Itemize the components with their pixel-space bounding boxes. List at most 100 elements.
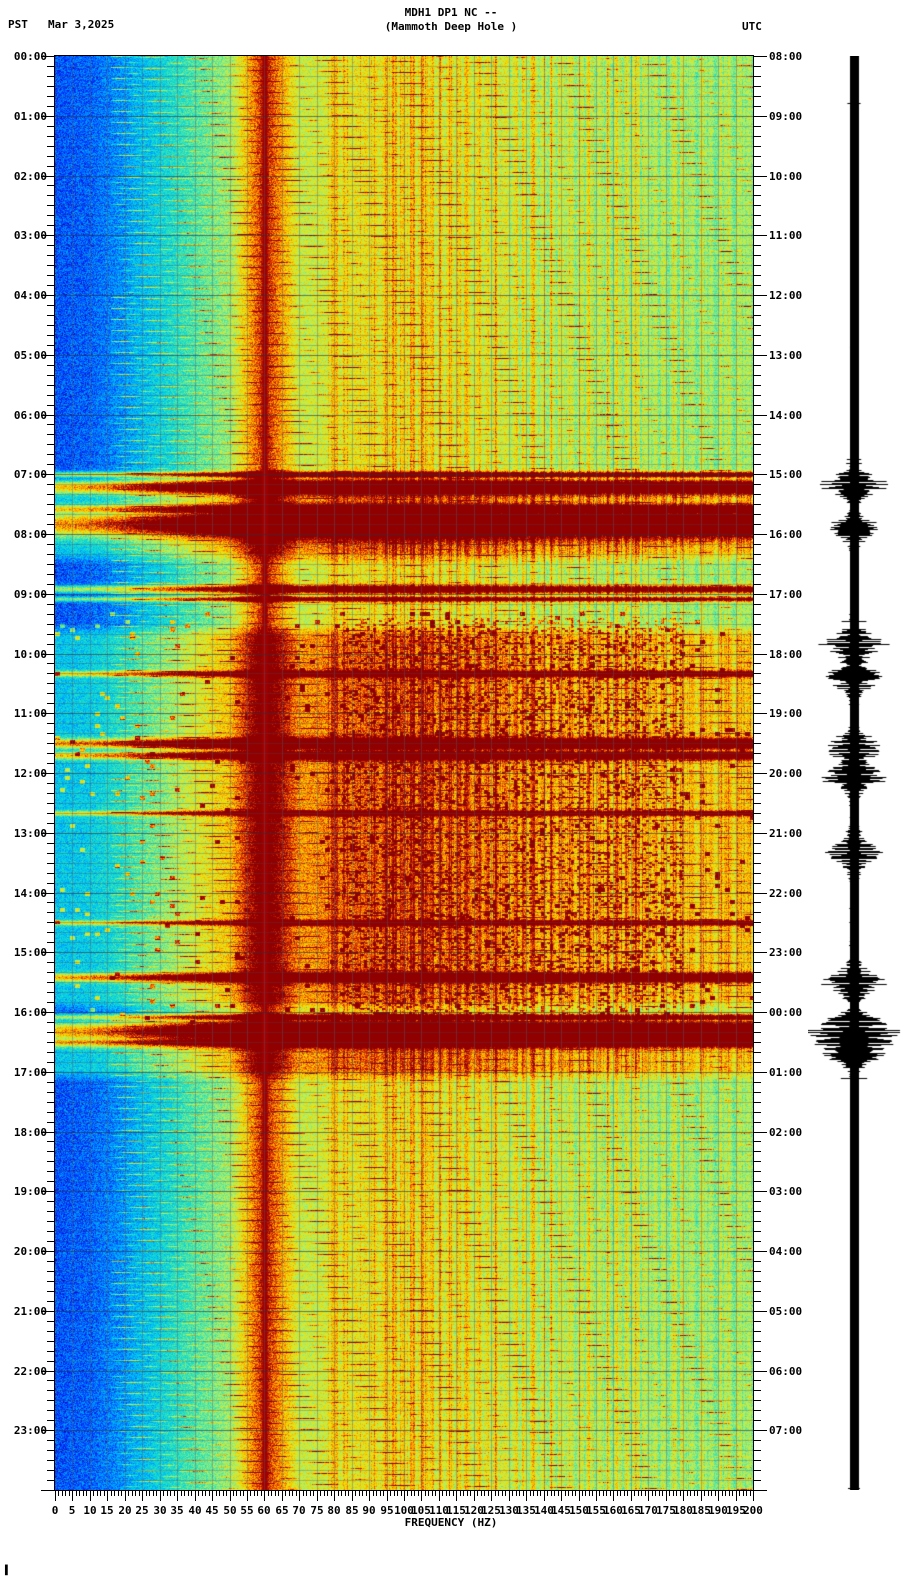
freq-minor-tick [750,1490,751,1496]
minor-tick [753,1440,761,1441]
freq-minor-tick [296,1490,297,1496]
seismogram-trace [808,56,902,1490]
minor-tick [47,315,55,316]
freq-major-tick [142,1490,143,1501]
freq-minor-tick [432,1490,433,1496]
freq-minor-tick [484,1490,485,1496]
freq-minor-tick [572,1490,573,1496]
freq-minor-tick [722,1490,723,1496]
freq-minor-tick [373,1490,374,1496]
spectrogram-plot[interactable] [55,56,753,1490]
freq-minor-tick [348,1490,349,1496]
freq-minor-tick [76,1490,77,1496]
freq-minor-tick [565,1490,566,1496]
frequency-axis: 0 5 10 15 20 25 30 35 40 45 50 55 60 65 70 75 80 85 90 95 10… [52,1490,763,1534]
minor-tick [47,982,55,983]
freq-minor-tick [236,1490,237,1496]
minor-tick [47,1062,55,1063]
freq-minor-tick [530,1490,531,1496]
minor-tick [753,1171,761,1172]
minor-tick [753,604,761,605]
freq-minor-tick [83,1490,84,1496]
freq-label-70: 70 [292,1504,306,1517]
freq-minor-tick [366,1490,367,1496]
minor-tick [47,863,55,864]
pst-label-17: 17:00 [13,1066,47,1079]
freq-major-tick [195,1490,196,1501]
freq-minor-tick [341,1490,342,1496]
hour-tick [753,952,767,953]
hour-tick [41,773,55,774]
minor-tick [47,932,55,933]
freq-label-45: 45 [205,1504,219,1517]
minor-tick [753,1052,761,1053]
freq-minor-tick [390,1490,391,1496]
minor-tick [47,693,55,694]
freq-minor-tick [652,1490,653,1496]
minor-tick [47,1410,55,1411]
minor-tick [753,992,761,993]
freq-label-75: 75 [310,1504,324,1517]
freq-label-85: 85 [345,1504,359,1517]
minor-tick [753,843,761,844]
freq-minor-tick [271,1490,272,1496]
minor-tick [47,464,55,465]
hour-tick [753,1191,767,1192]
minor-tick [753,1470,761,1471]
freq-minor-tick [261,1490,262,1496]
hour-tick [753,56,767,57]
timezone-label: PST [8,18,28,31]
freq-label-110: 110 [429,1504,449,1517]
minor-tick [753,1351,761,1352]
minor-tick [753,644,761,645]
freq-label-15: 15 [100,1504,114,1517]
pst-label-8: 08:00 [13,528,47,541]
freq-minor-tick [715,1490,716,1496]
hour-tick [41,295,55,296]
freq-minor-tick [62,1490,63,1496]
minor-tick [47,255,55,256]
minor-tick [753,863,761,864]
minor-tick [753,464,761,465]
freq-major-tick [352,1490,353,1501]
minor-tick [753,813,761,814]
freq-minor-tick [376,1490,377,1496]
hour-tick [41,474,55,475]
minor-tick [753,345,761,346]
pst-label-0: 00:00 [13,50,47,63]
seismogram-canvas [808,56,902,1490]
freq-minor-tick [292,1490,293,1496]
date-label: Mar 3,2025 [48,18,115,31]
minor-tick [47,783,55,784]
freq-label-65: 65 [275,1504,289,1517]
hour-tick [753,355,767,356]
minor-tick [47,205,55,206]
minor-tick [47,1112,55,1113]
minor-tick [47,1151,55,1152]
freq-minor-tick [132,1490,133,1496]
hour-tick [41,893,55,894]
minor-tick [753,1400,761,1401]
freq-minor-tick [184,1490,185,1496]
freq-minor-tick [310,1490,311,1496]
freq-minor-tick [97,1490,98,1496]
minor-tick [47,524,55,525]
freq-minor-tick [114,1490,115,1496]
minor-tick [47,275,55,276]
utc-label-19: 03:00 [769,1185,803,1198]
freq-major-tick [282,1490,283,1501]
freq-minor-tick [355,1490,356,1496]
hour-tick [753,235,767,236]
minor-tick [753,106,761,107]
minor-tick [47,753,55,754]
freq-minor-tick [414,1490,415,1496]
minor-tick [753,1032,761,1033]
freq-minor-tick [498,1490,499,1496]
minor-tick [47,942,55,943]
freq-minor-tick [739,1490,740,1496]
minor-tick [753,723,761,724]
minor-tick [47,185,55,186]
utc-label-18: 02:00 [769,1126,803,1139]
freq-minor-tick [306,1490,307,1496]
freq-minor-tick [697,1490,698,1496]
